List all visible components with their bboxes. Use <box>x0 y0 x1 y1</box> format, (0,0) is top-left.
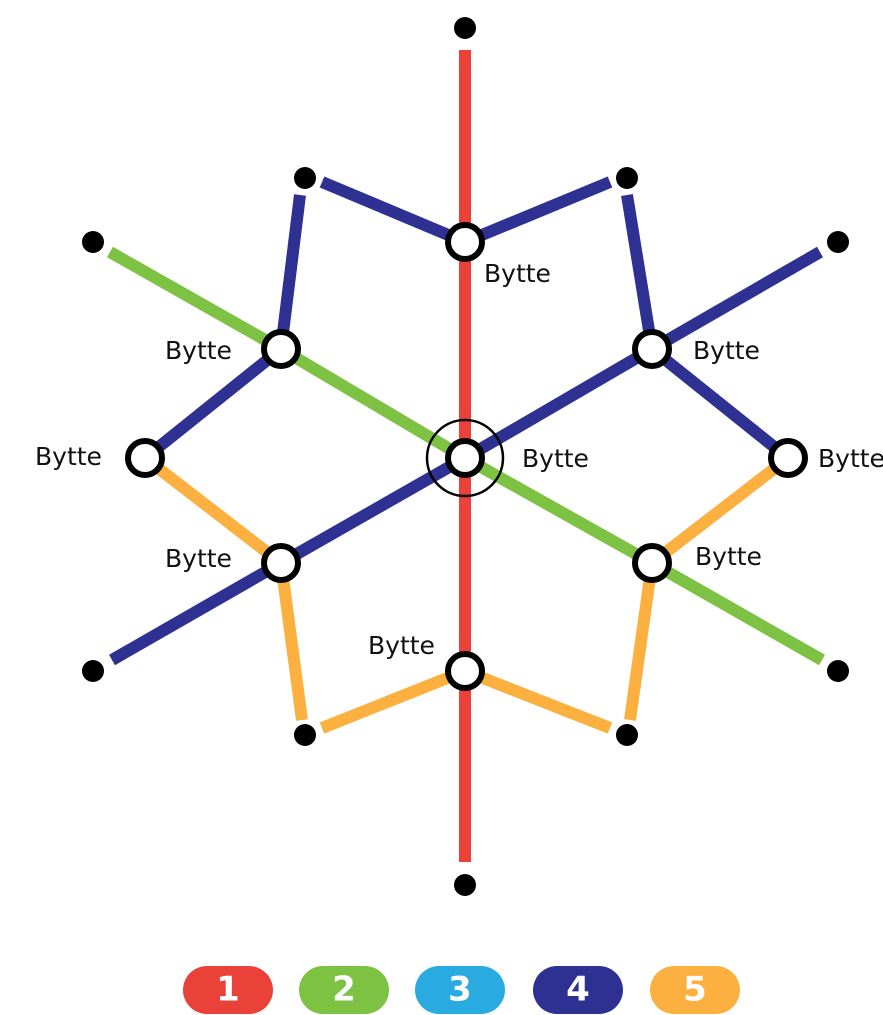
station-labels: Bytte Bytte Bytte Bytte Bytte Bytte Bytt… <box>35 259 883 660</box>
station-label: Bytte <box>693 336 760 365</box>
terminal <box>827 660 849 682</box>
legend-pill <box>183 966 273 1014</box>
terminal <box>616 167 638 189</box>
legend-label: 5 <box>683 970 707 1010</box>
legend-label: 1 <box>216 970 240 1010</box>
legend-label: 3 <box>448 970 472 1010</box>
line-4 <box>141 194 306 463</box>
interchange <box>768 438 808 478</box>
terminal <box>82 231 104 253</box>
terminal <box>454 874 476 896</box>
station-label: Bytte <box>165 544 232 573</box>
hub-ring <box>425 418 505 498</box>
interchange <box>632 543 672 583</box>
interchange <box>261 543 301 583</box>
legend-label: 4 <box>566 970 590 1010</box>
line-5 <box>141 453 308 721</box>
interchange <box>125 438 165 478</box>
interchanges <box>125 222 808 691</box>
terminals <box>82 17 849 896</box>
station-label: Bytte <box>368 631 435 660</box>
terminal <box>294 167 316 189</box>
terminal <box>82 660 104 682</box>
legend-pill <box>299 966 389 1014</box>
interchange <box>445 651 485 691</box>
legend-pill <box>533 966 623 1014</box>
station-label: Bytte <box>484 259 551 288</box>
station-label: Bytte <box>695 542 762 571</box>
line-4 <box>621 194 792 463</box>
interchange <box>261 329 301 369</box>
legend-label: 2 <box>332 970 356 1010</box>
interchange <box>445 222 485 262</box>
terminal <box>454 17 476 39</box>
station-label: Bytte <box>522 444 589 473</box>
legend: 1 2 3 4 5 <box>183 966 740 1014</box>
legend-pill <box>415 966 505 1014</box>
terminal <box>616 724 638 746</box>
interchange <box>445 438 485 478</box>
interchange <box>632 329 672 369</box>
terminal <box>827 231 849 253</box>
station-label: Bytte <box>818 444 883 473</box>
legend-pill <box>650 966 740 1014</box>
station-label: Bytte <box>35 442 102 471</box>
station-label: Bytte <box>165 336 232 365</box>
terminal <box>294 724 316 746</box>
